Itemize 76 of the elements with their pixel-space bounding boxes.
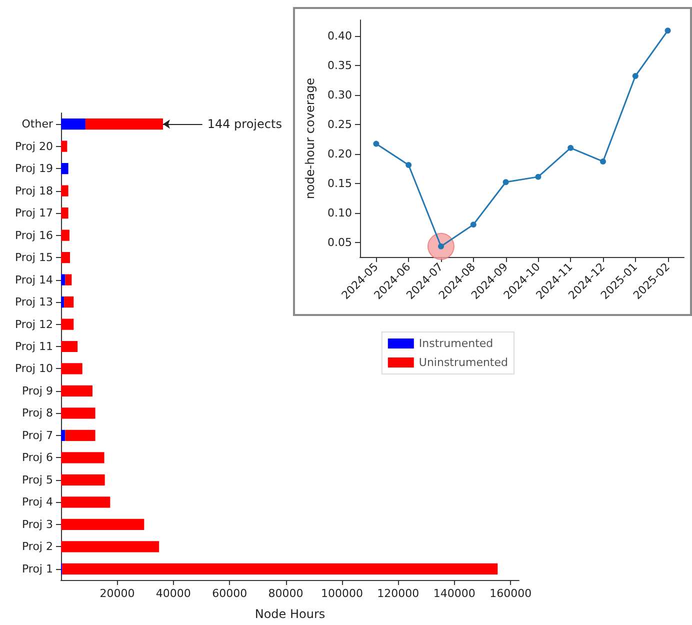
bar bbox=[65, 274, 72, 286]
y-tick-label: 0.40 bbox=[328, 29, 352, 42]
x-tick-label: 140000 bbox=[433, 587, 476, 600]
y-tick-label: Proj 13 bbox=[14, 296, 53, 309]
annotation: 144 projects bbox=[207, 117, 282, 132]
point bbox=[502, 179, 509, 186]
y-tick-label: Proj 12 bbox=[14, 318, 53, 331]
y-tick-label: 0.25 bbox=[328, 118, 352, 131]
bar bbox=[61, 496, 110, 508]
point bbox=[438, 243, 444, 250]
bar bbox=[61, 452, 104, 464]
y-tick-label: 0.05 bbox=[328, 236, 352, 249]
y-axis-title: node-hour coverage bbox=[303, 78, 317, 200]
x-tick-label: 40000 bbox=[156, 587, 191, 600]
y-tick-label: Other bbox=[22, 118, 54, 131]
y-tick-label: Proj 9 bbox=[22, 384, 53, 398]
y-tick-label: Proj 3 bbox=[22, 518, 53, 531]
bar bbox=[65, 430, 96, 442]
y-tick-label: Proj 5 bbox=[22, 473, 53, 486]
bar bbox=[61, 363, 82, 374]
point bbox=[470, 222, 476, 228]
y-tick-label: Proj 17 bbox=[14, 206, 53, 220]
y-tick-label: 0.15 bbox=[328, 176, 352, 190]
x-tick-label: 60000 bbox=[212, 587, 248, 600]
point bbox=[568, 144, 574, 151]
bar bbox=[61, 474, 105, 486]
bar bbox=[61, 163, 68, 174]
y-tick-label: 0.10 bbox=[328, 206, 352, 220]
legend-label: Instrumented bbox=[418, 337, 494, 350]
bar bbox=[61, 408, 96, 419]
y-tick-label: 0.30 bbox=[328, 88, 352, 102]
y-tick-label: Proj 4 bbox=[22, 496, 53, 509]
bar bbox=[61, 185, 68, 196]
bar bbox=[61, 230, 70, 241]
bar bbox=[61, 430, 66, 442]
y-tick-label: Proj 15 bbox=[14, 251, 53, 264]
bar bbox=[64, 296, 74, 308]
y-tick-label: Proj 2 bbox=[22, 540, 53, 554]
bar bbox=[61, 140, 68, 152]
y-tick-label: Proj 10 bbox=[14, 362, 53, 376]
bar bbox=[61, 518, 144, 530]
bar bbox=[61, 296, 64, 308]
x-tick-label: 80000 bbox=[268, 587, 304, 600]
y-tick-label: Proj 20 bbox=[14, 140, 53, 153]
bar bbox=[61, 318, 74, 330]
legend-label: Uninstrumented bbox=[418, 356, 508, 369]
point bbox=[600, 158, 606, 164]
y-tick-label: Proj 11 bbox=[14, 340, 53, 353]
y-tick-label: 0.20 bbox=[328, 147, 352, 160]
y-tick-label: Proj 16 bbox=[14, 228, 53, 242]
bar bbox=[61, 340, 78, 352]
y-tick-label: 0.35 bbox=[328, 58, 352, 72]
point bbox=[373, 140, 380, 147]
y-tick-label: Proj 14 bbox=[14, 273, 53, 286]
x-tick-label: 100000 bbox=[320, 587, 363, 600]
bar bbox=[61, 208, 68, 219]
point bbox=[406, 162, 412, 168]
bar bbox=[61, 118, 86, 130]
bar bbox=[61, 274, 66, 286]
y-tick-label: Proj 1 bbox=[22, 562, 53, 576]
y-tick-label: Proj 7 bbox=[22, 428, 53, 442]
bar bbox=[61, 252, 70, 264]
point bbox=[632, 73, 638, 80]
x-tick-label: 20000 bbox=[100, 587, 135, 600]
bar bbox=[61, 385, 92, 397]
bar bbox=[61, 541, 160, 552]
y-tick-label: Proj 18 bbox=[14, 184, 53, 198]
y-tick-label: Proj 6 bbox=[22, 451, 53, 464]
point bbox=[664, 28, 671, 34]
y-tick-label: Proj 8 bbox=[22, 406, 53, 420]
x-tick-label: 120000 bbox=[377, 587, 420, 600]
point bbox=[535, 174, 542, 180]
x-axis-title: Node Hours bbox=[254, 607, 326, 621]
x-tick-label: 160000 bbox=[490, 587, 532, 600]
bar bbox=[62, 563, 498, 574]
y-tick-label: Proj 19 bbox=[14, 162, 53, 176]
